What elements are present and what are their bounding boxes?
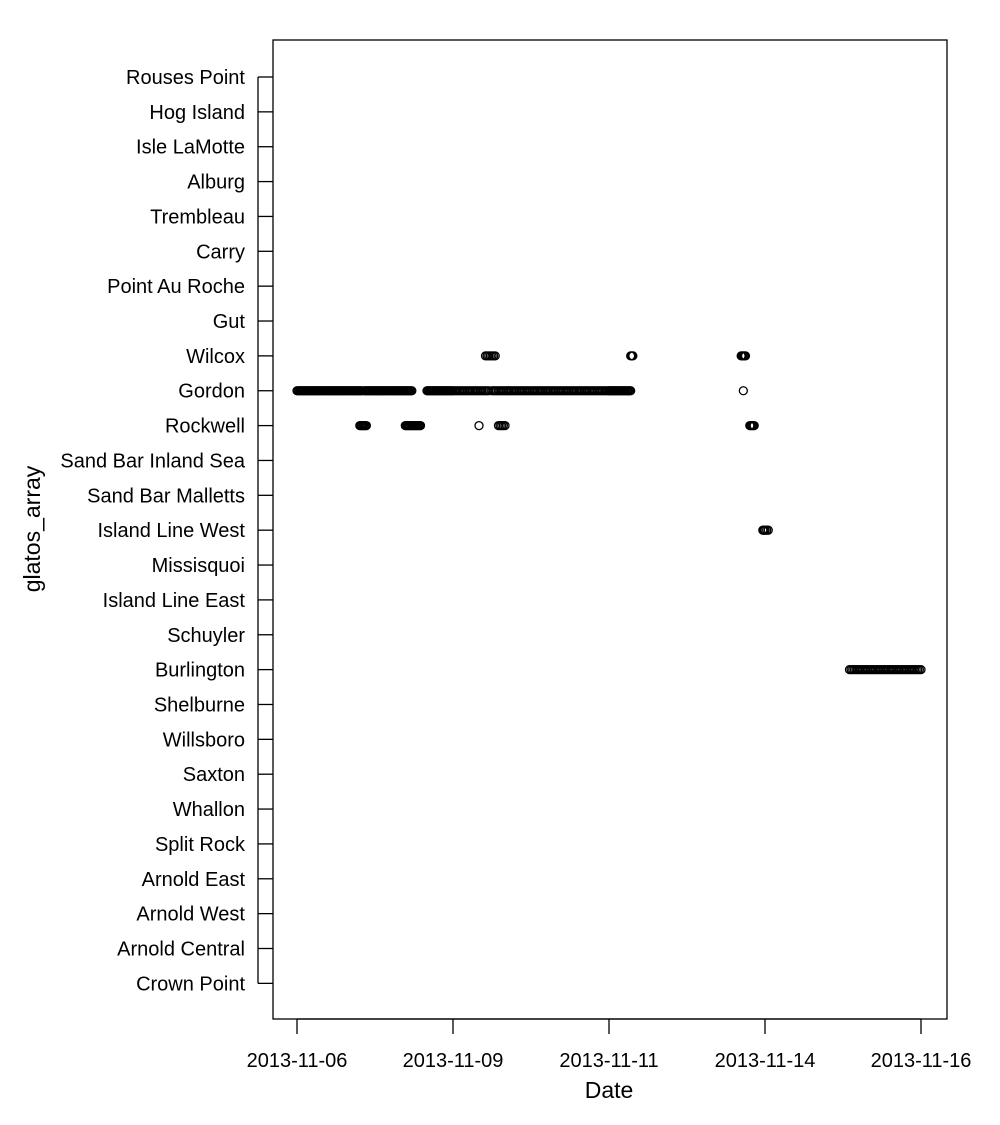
y-tick-label: Arnold East: [142, 869, 246, 891]
y-tick-label: Rouses Point: [126, 67, 245, 89]
y-tick-label: Rockwell: [165, 416, 245, 438]
y-tick-label: Sand Bar Malletts: [87, 485, 245, 507]
y-tick-label: Burlington: [155, 660, 245, 682]
y-tick-label: Island Line East: [103, 590, 246, 612]
detection-point: [490, 351, 500, 361]
y-tick-label: Island Line West: [98, 520, 246, 542]
y-tick-label: Arnold West: [136, 904, 245, 926]
detection-point: [763, 525, 773, 535]
y-tick-label: Gut: [213, 311, 246, 333]
x-axis: 2013-11-06 2013-11-09 2013-11-11 2013-11-14…: [247, 1018, 972, 1072]
y-tick-label: Missisquoi: [152, 555, 245, 577]
detection-point: [916, 664, 926, 675]
y-tick-label: Carry: [196, 241, 245, 263]
x-tick-label: 2013-11-09: [403, 1050, 504, 1072]
plot-frame: [272, 39, 948, 1020]
detection-point: [500, 420, 510, 431]
y-tick-label: Split Rock: [155, 834, 246, 856]
y-tick-label: Gordon: [178, 381, 245, 403]
x-tick-label: 2013-11-06: [247, 1050, 348, 1072]
y-tick-label: Schuyler: [167, 625, 245, 647]
x-tick-label: 2013-11-16: [871, 1050, 972, 1072]
detection-point: [749, 420, 759, 431]
x-tick-label: 2013-11-14: [715, 1050, 816, 1072]
x-axis-title: Date: [585, 1077, 634, 1103]
y-tick-label: Alburg: [187, 172, 245, 194]
detection-points: [292, 351, 926, 675]
detection-point: [361, 420, 371, 431]
y-tick-label: Hog Island: [149, 102, 245, 124]
y-tick-label: Sand Bar Inland Sea: [60, 450, 245, 472]
y-tick-label: Isle LaMotte: [136, 137, 245, 159]
detection-point: [626, 386, 636, 396]
y-tick-label: Shelburne: [154, 694, 245, 716]
y-tick-label: Arnold Central: [117, 939, 245, 961]
detection-point: [740, 351, 751, 361]
detection-point: [628, 351, 638, 361]
detection-point: [407, 386, 417, 396]
y-tick-label: Whallon: [173, 799, 245, 821]
detection-point: [474, 420, 484, 431]
y-tick-label: Crown Point: [136, 973, 245, 995]
y-axis: Rouses Point Hog Island Isle LaMotte Alburg…: [60, 67, 273, 995]
y-tick-label: Point Au Roche: [107, 276, 245, 298]
y-tick-label: Trembleau: [150, 206, 245, 228]
x-tick-label: 2013-11-11: [559, 1050, 658, 1072]
detection-point: [415, 420, 426, 431]
y-axis-title: glatos_array: [19, 465, 45, 592]
y-tick-label: Wilcox: [186, 346, 245, 368]
detection-point: [738, 386, 748, 396]
y-tick-label: Willsboro: [163, 729, 245, 751]
y-tick-label: Saxton: [183, 764, 245, 786]
